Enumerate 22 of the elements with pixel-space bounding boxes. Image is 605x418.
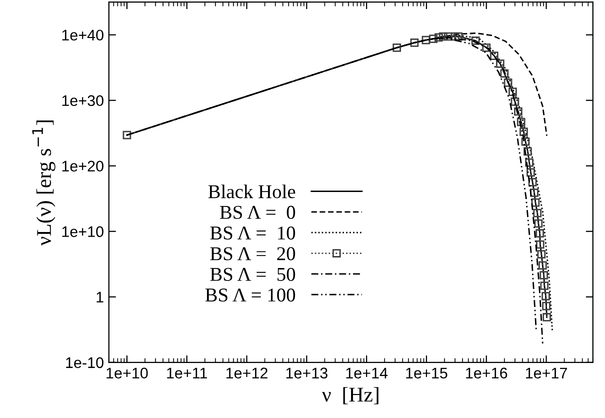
x-tick-label: 1e+15 bbox=[406, 368, 448, 378]
legend-label: BS Λ = 50 bbox=[210, 268, 296, 281]
y-tick-label: 1e+10 bbox=[62, 226, 104, 238]
legend-label: BS Λ = 0 bbox=[220, 206, 296, 219]
y-tick-label: 1e+30 bbox=[62, 95, 104, 106]
legend-label: BS Λ = 100 bbox=[205, 288, 296, 302]
x-tick-label: 1e+17 bbox=[526, 368, 567, 378]
y-tick-label: 1 bbox=[96, 292, 104, 302]
legend-label: BS Λ = 20 bbox=[210, 247, 296, 260]
y-axis-title: νL(ν) [erg s$^{−1}$] bbox=[32, 120, 56, 246]
legend-label: BS Λ = 10 bbox=[210, 226, 296, 240]
x-tick-label: 1e+12 bbox=[226, 368, 268, 378]
x-tick-label: 1e+14 bbox=[346, 368, 388, 378]
x-axis-title: ν [Hz] bbox=[322, 387, 378, 404]
legend-label: Black Hole bbox=[208, 184, 296, 198]
x-tick-label: 1e+10 bbox=[106, 368, 148, 378]
y-tick-label: 1e-10 bbox=[66, 357, 104, 368]
x-tick-label: 1e+11 bbox=[167, 368, 207, 378]
x-tick-label: 1e+13 bbox=[286, 368, 328, 378]
x-tick-label: 1e+16 bbox=[466, 368, 508, 378]
y-tick-label: 1e+40 bbox=[62, 30, 104, 41]
y-tick-label: 1e+20 bbox=[62, 160, 104, 172]
